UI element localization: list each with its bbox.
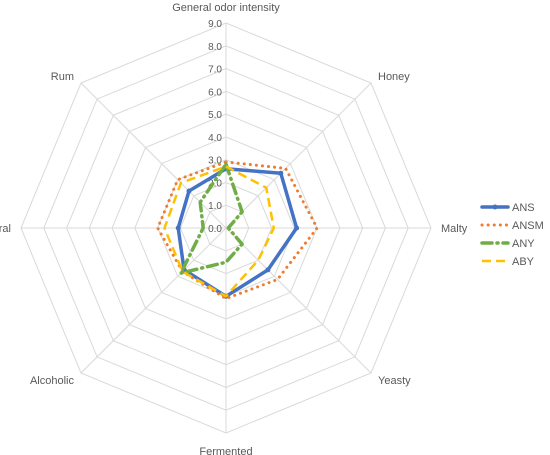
radial-tick-labels: 0.0 1.0 2.0 3.0 4.0 5.0 6.0 7.0 8.0 9.0 xyxy=(208,19,222,235)
axis-label: Alcoholic xyxy=(30,375,75,387)
axis-spoke xyxy=(225,227,372,374)
series-ans-point xyxy=(294,225,300,231)
tick-label: 0.0 xyxy=(208,224,222,235)
series-ans-point xyxy=(186,188,192,194)
tick-label: 4.0 xyxy=(208,133,222,144)
series-ans-point xyxy=(265,267,271,273)
axis-label: Honey xyxy=(378,71,410,83)
axis-spoke xyxy=(80,82,227,229)
tick-label: 5.0 xyxy=(208,110,222,121)
axis-spoke xyxy=(225,82,372,229)
series-ans-point xyxy=(175,225,181,231)
data-series xyxy=(156,160,319,301)
series-ans-point xyxy=(278,170,284,176)
legend-label: ABY xyxy=(512,256,535,268)
legend-marker-ans xyxy=(492,204,498,210)
axis-label: Malty xyxy=(441,223,468,235)
category-axis-labels: General odor intensity Honey Malty Yeasty Fe… xyxy=(0,2,468,455)
tick-label: 1.0 xyxy=(208,201,222,212)
axis-label: Fermented xyxy=(199,446,252,455)
tick-label: 8.0 xyxy=(208,42,222,53)
axis-label: Rum xyxy=(51,71,74,83)
axis-label: General odor intensity xyxy=(172,2,280,14)
legend-label: ANS xyxy=(512,202,535,214)
series-aby xyxy=(163,165,276,298)
tick-label: 6.0 xyxy=(208,87,222,98)
axis-label: Floral xyxy=(0,223,11,235)
tick-label: 2.0 xyxy=(208,178,222,189)
tick-label: 3.0 xyxy=(208,156,222,167)
legend: ANS ANSM ANY ABY xyxy=(480,202,544,268)
tick-label: 7.0 xyxy=(208,65,222,76)
axis-spoke xyxy=(80,227,227,374)
axis-label: Yeasty xyxy=(378,375,411,387)
tick-label: 9.0 xyxy=(208,19,222,30)
series-ansm xyxy=(156,160,319,301)
series-any xyxy=(179,162,244,275)
legend-label: ANSM xyxy=(512,220,544,232)
legend-label: ANY xyxy=(512,238,535,250)
radar-grid xyxy=(20,22,432,434)
